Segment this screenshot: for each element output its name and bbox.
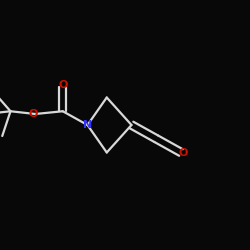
Text: O: O [58, 80, 68, 90]
Text: O: O [178, 148, 188, 158]
Text: N: N [83, 120, 92, 130]
Text: O: O [28, 109, 38, 119]
